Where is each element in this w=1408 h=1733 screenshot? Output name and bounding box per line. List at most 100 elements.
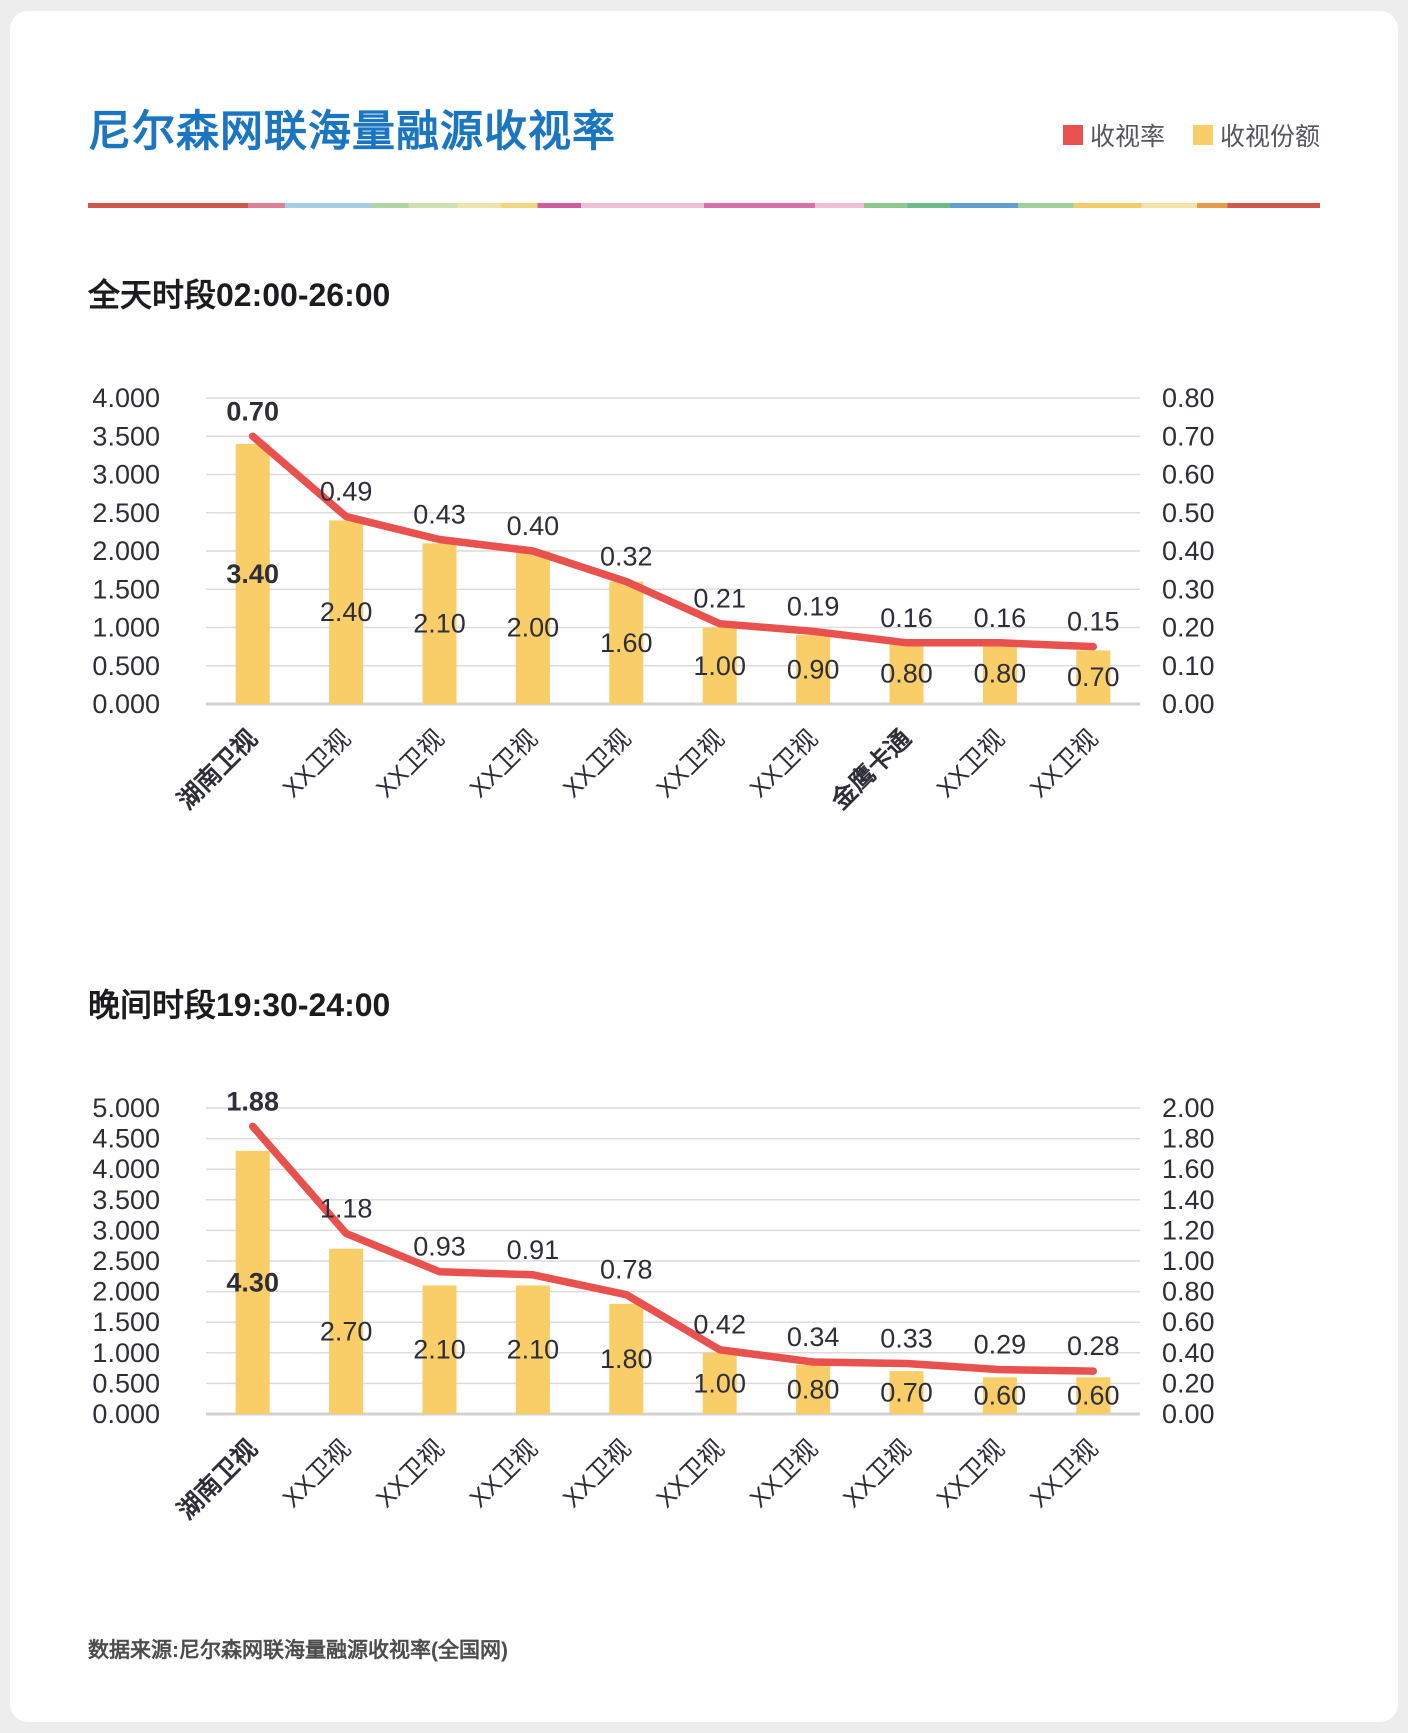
left-axis-tick: 3.500 — [92, 421, 160, 451]
bar — [422, 1285, 457, 1414]
right-axis-tick: 0.20 — [1162, 613, 1215, 643]
bar — [1076, 1377, 1111, 1414]
line-value-label: 0.78 — [600, 1255, 653, 1285]
line-value-label: 1.18 — [320, 1193, 373, 1223]
right-axis-tick: 1.20 — [1162, 1215, 1215, 1245]
rainbow-divider — [88, 203, 1320, 208]
line-value-label: 0.28 — [1067, 1331, 1120, 1361]
x-axis-label: XX卫视 — [838, 1434, 917, 1513]
right-axis-tick: 2.00 — [1162, 1093, 1215, 1123]
bar — [796, 1365, 831, 1414]
x-axis-label: XX卫视 — [651, 1434, 730, 1513]
bar-value-label: 1.80 — [600, 1344, 653, 1374]
left-axis-tick: 2.500 — [92, 498, 160, 528]
bar — [235, 443, 270, 704]
left-axis-tick: 1.500 — [92, 574, 160, 604]
right-axis-tick: 0.50 — [1162, 498, 1215, 528]
line-value-label: 0.93 — [413, 1232, 466, 1262]
right-axis-tick: 0.30 — [1162, 574, 1215, 604]
line-value-label: 0.91 — [507, 1235, 560, 1265]
line-value-label: 0.40 — [507, 511, 560, 541]
left-axis-tick: 2.500 — [92, 1246, 160, 1276]
left-axis-tick: 0.500 — [92, 1368, 160, 1398]
left-axis-tick: 4.000 — [92, 1154, 160, 1184]
x-axis-label: XX卫视 — [745, 724, 824, 803]
line-value-label: 0.15 — [1067, 607, 1120, 637]
left-axis-tick: 3.000 — [92, 1215, 160, 1245]
bar-value-label: 2.40 — [320, 597, 373, 627]
x-axis-label: 湖南卫视 — [172, 1434, 263, 1525]
bar — [1076, 650, 1111, 704]
x-axis-label: XX卫视 — [278, 724, 357, 803]
right-axis-tick: 0.60 — [1162, 1307, 1215, 1337]
right-axis-tick: 0.00 — [1162, 1399, 1215, 1429]
right-axis-tick: 0.80 — [1162, 1277, 1215, 1307]
right-axis-tick: 0.10 — [1162, 651, 1215, 681]
line-value-label: 0.34 — [787, 1322, 840, 1352]
line-value-label: 0.43 — [413, 500, 466, 530]
x-axis-label: XX卫视 — [1025, 724, 1104, 803]
x-axis-label: 湖南卫视 — [172, 724, 263, 815]
right-axis-tick: 0.70 — [1162, 421, 1215, 451]
x-axis-label: XX卫视 — [558, 724, 637, 803]
bar-value-label: 2.10 — [413, 609, 466, 639]
line-value-label: 0.32 — [600, 542, 653, 572]
legend-label-rating: 收视率 — [1089, 123, 1165, 151]
report-card: 尼尔森网联海量融源收视率 收视率 收视份额 全天时段02:00-26:00 4.… — [10, 11, 1398, 1722]
right-axis-tick: 1.80 — [1162, 1124, 1215, 1154]
bar-value-label: 0.70 — [880, 1378, 933, 1408]
x-axis-label: XX卫视 — [558, 1434, 637, 1513]
line-value-label: 0.19 — [787, 591, 840, 621]
left-axis-tick: 2.000 — [92, 536, 160, 566]
chart-svg: 5.000 2.00 4.500 1.80 4.000 1.60 3.500 1.40 3.00… — [92, 1086, 1215, 1525]
bar-value-label: 0.90 — [787, 655, 840, 685]
bar — [329, 1248, 364, 1414]
left-axis-tick: 4.000 — [92, 383, 160, 413]
chart-allday: 4.000 0.80 3.500 0.70 3.000 0.60 2.500 0.50 2.00… — [88, 340, 1320, 832]
chart-legend: 收视率 收视份额 — [1062, 117, 1320, 153]
left-axis-tick: 2.000 — [92, 1277, 160, 1307]
left-axis-tick: 3.500 — [92, 1185, 160, 1215]
left-axis-tick: 1.500 — [92, 1307, 160, 1337]
bar — [982, 1377, 1017, 1414]
right-axis-tick: 0.20 — [1162, 1368, 1215, 1398]
bar — [702, 627, 737, 704]
bar — [889, 642, 924, 704]
line-value-label: 0.49 — [320, 477, 373, 507]
x-axis-label: 金鹰卡通 — [825, 724, 917, 816]
x-axis-label: XX卫视 — [371, 724, 450, 803]
x-axis-label: XX卫视 — [931, 724, 1010, 803]
bar — [235, 1150, 270, 1414]
x-axis-label: XX卫视 — [1025, 1434, 1104, 1513]
data-source: 数据来源:尼尔森网联海量融源收视率(全国网) — [88, 1639, 508, 1662]
line-value-label: 0.16 — [974, 603, 1027, 633]
bar-value-label: 1.60 — [600, 628, 653, 658]
line-value-label: 1.88 — [226, 1086, 279, 1116]
bar-value-label: 2.70 — [320, 1316, 373, 1346]
bar-value-label: 2.10 — [507, 1335, 560, 1365]
line-value-label: 0.70 — [226, 396, 279, 426]
header: 尼尔森网联海量融源收视率 收视率 收视份额 — [88, 97, 1320, 159]
bar-value-label: 0.70 — [1067, 662, 1120, 692]
bar — [889, 1371, 924, 1414]
bar-value-label: 2.10 — [413, 1335, 466, 1365]
right-axis-tick: 1.00 — [1162, 1246, 1215, 1276]
right-axis-tick: 0.80 — [1162, 383, 1215, 413]
bar-value-label: 0.60 — [1067, 1381, 1120, 1411]
bar — [515, 551, 550, 704]
left-axis-tick: 0.000 — [92, 1399, 160, 1429]
x-axis-label: XX卫视 — [278, 1434, 357, 1513]
red-square-swatch-icon — [1062, 125, 1083, 145]
legend-label-share: 收视份额 — [1219, 123, 1320, 151]
bar — [329, 520, 364, 704]
bar-value-label: 4.30 — [226, 1267, 279, 1297]
page-title: 尼尔森网联海量融源收视率 — [88, 108, 616, 156]
x-axis-label: XX卫视 — [651, 724, 730, 803]
chart-evening: 5.000 2.00 4.500 1.80 4.000 1.60 3.500 1.40 3.00… — [88, 1050, 1320, 1542]
bar — [702, 1352, 737, 1414]
line-value-label: 0.21 — [693, 584, 746, 614]
bar-value-label: 0.80 — [880, 658, 933, 688]
left-axis-tick: 0.500 — [92, 651, 160, 681]
left-axis-tick: 3.000 — [92, 460, 160, 490]
rating-line-series — [248, 1122, 1098, 1375]
